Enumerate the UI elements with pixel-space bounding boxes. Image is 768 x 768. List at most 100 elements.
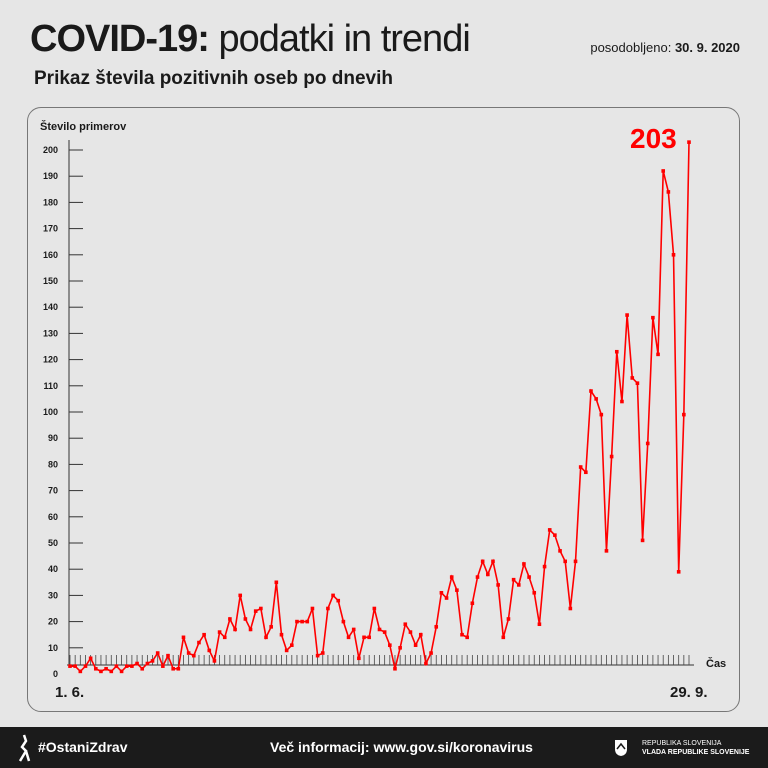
data-point <box>568 606 573 611</box>
data-point <box>300 619 304 624</box>
data-point <box>609 454 614 459</box>
data-point <box>155 651 160 655</box>
y-tick-label: 160 <box>43 250 58 260</box>
y-tick-label: 140 <box>43 302 58 312</box>
data-point <box>625 313 629 317</box>
data-point <box>661 169 666 173</box>
data-point <box>604 549 609 553</box>
data-point <box>176 666 181 671</box>
data-point <box>99 669 103 674</box>
data-point <box>207 648 212 653</box>
data-point <box>140 666 145 671</box>
data-point <box>434 625 439 629</box>
y-tick-label: 180 <box>43 197 58 207</box>
data-point <box>130 664 134 668</box>
data-point <box>475 575 480 579</box>
coat-of-arms-icon <box>615 740 627 756</box>
data-point <box>496 583 500 587</box>
data-point <box>594 397 598 401</box>
data-point <box>491 559 495 564</box>
data-point <box>547 528 552 532</box>
data-point <box>511 577 516 582</box>
y-tick-label: 10 <box>48 643 58 653</box>
data-point <box>377 627 382 632</box>
data-point <box>460 632 464 637</box>
data-point <box>228 617 232 621</box>
data-point <box>243 617 248 621</box>
y-tick-label: 120 <box>43 355 58 365</box>
y-tick-label: 30 <box>48 590 58 600</box>
data-point <box>93 666 98 671</box>
data-point <box>238 593 243 598</box>
data-point <box>418 632 423 637</box>
data-point <box>346 635 351 640</box>
y-tick-label: 70 <box>48 486 58 496</box>
y-tick-label: 110 <box>43 381 58 391</box>
data-point <box>109 669 114 674</box>
data-point <box>455 588 459 592</box>
data-point <box>248 627 253 632</box>
data-point <box>553 533 557 537</box>
y-tick-label: 190 <box>43 171 58 181</box>
data-point <box>124 664 129 668</box>
footer: #OstaniZdrav Več informacij: www.gov.si/… <box>0 727 768 768</box>
data-point <box>573 559 578 564</box>
data-point <box>470 601 475 606</box>
updated-date: posodobljeno: 30. 9. 2020 <box>590 40 740 55</box>
data-point <box>439 590 444 595</box>
data-point <box>73 664 77 668</box>
data-point <box>233 627 237 632</box>
data-point <box>145 661 150 666</box>
more-info-link[interactable]: Več informacij: www.gov.si/koronavirus <box>270 739 533 755</box>
data-point <box>253 609 258 613</box>
page-title: COVID-19: podatki in trendi <box>30 18 471 60</box>
x-end-label: 29. 9. <box>670 684 708 701</box>
data-point <box>393 666 397 671</box>
data-point <box>388 643 392 647</box>
data-point <box>651 315 655 320</box>
data-point <box>326 606 330 611</box>
data-point <box>589 389 593 393</box>
data-point <box>403 622 408 627</box>
y-tick-label: 150 <box>43 276 58 286</box>
data-point <box>78 669 83 674</box>
data-point <box>671 253 676 257</box>
data-point <box>217 630 222 634</box>
y-tick-label: 100 <box>43 407 58 417</box>
hashtag: #OstaniZdrav <box>38 739 128 755</box>
y-tick-label: 170 <box>43 224 58 234</box>
y-tick-label: 60 <box>48 512 58 522</box>
data-point <box>186 651 191 655</box>
data-point <box>532 590 537 595</box>
data-point <box>635 381 640 385</box>
data-point <box>506 617 511 621</box>
data-point <box>362 635 366 640</box>
series-line <box>70 142 690 673</box>
data-point <box>645 441 650 446</box>
data-point <box>620 399 624 404</box>
data-point <box>135 661 139 666</box>
data-point <box>336 598 341 603</box>
data-point <box>687 140 691 144</box>
data-point <box>284 648 289 653</box>
data-point <box>264 635 268 640</box>
data-point <box>444 596 449 600</box>
data-point <box>290 643 294 647</box>
data-point <box>212 659 217 663</box>
y-tick-label: 130 <box>43 328 58 338</box>
data-point <box>83 664 88 668</box>
data-point <box>537 622 542 627</box>
data-point <box>192 653 196 658</box>
data-point <box>114 664 119 668</box>
x-start-label: 1. 6. <box>55 684 84 701</box>
data-point <box>320 651 325 655</box>
data-point <box>259 606 263 611</box>
x-axis-label: Čas <box>706 657 726 670</box>
data-point <box>269 625 273 629</box>
peak-annotation: 203 <box>630 123 677 154</box>
data-point <box>171 666 175 671</box>
data-point <box>424 661 428 666</box>
data-point <box>88 656 93 661</box>
data-point <box>181 635 186 640</box>
data-point <box>222 635 227 640</box>
